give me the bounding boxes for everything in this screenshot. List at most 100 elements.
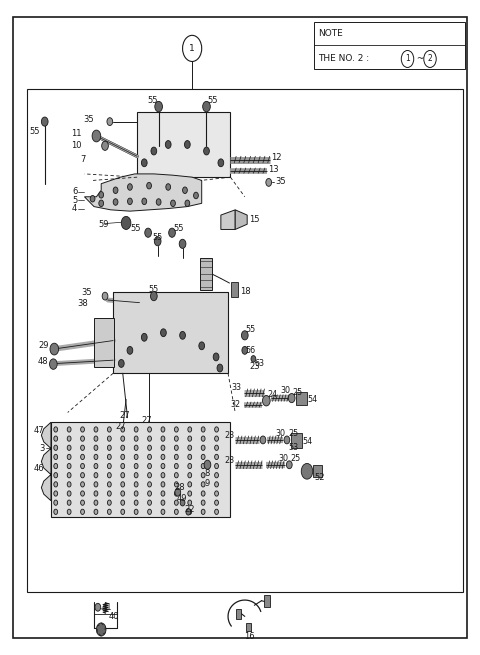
Text: 29: 29 (38, 341, 48, 350)
Bar (264, 595, 270, 607)
Circle shape (148, 481, 152, 487)
Circle shape (113, 187, 118, 193)
Circle shape (67, 481, 71, 487)
Bar (27, 89, 463, 592)
Circle shape (174, 481, 178, 487)
Circle shape (67, 473, 71, 478)
Text: 38: 38 (77, 299, 88, 308)
Circle shape (201, 464, 205, 469)
Circle shape (113, 198, 118, 205)
Circle shape (108, 445, 111, 451)
Text: 27: 27 (142, 416, 153, 425)
Text: 56: 56 (246, 346, 256, 355)
Text: 41: 41 (101, 603, 112, 612)
Circle shape (201, 427, 205, 432)
Text: 25: 25 (289, 429, 299, 438)
Circle shape (201, 455, 205, 460)
Text: 53: 53 (289, 443, 299, 452)
Circle shape (155, 236, 161, 246)
Text: 24: 24 (268, 390, 278, 400)
Circle shape (217, 364, 223, 372)
Circle shape (121, 427, 125, 432)
Circle shape (90, 195, 95, 202)
Circle shape (188, 464, 192, 469)
Circle shape (94, 455, 98, 460)
Circle shape (121, 473, 125, 478)
Text: 16: 16 (244, 631, 255, 641)
Circle shape (215, 436, 218, 441)
Polygon shape (235, 210, 247, 229)
Circle shape (287, 461, 292, 469)
Polygon shape (41, 422, 51, 500)
Circle shape (94, 445, 98, 451)
Circle shape (121, 445, 125, 451)
Circle shape (161, 464, 165, 469)
Circle shape (108, 491, 111, 496)
Text: NOTE: NOTE (318, 29, 343, 38)
Circle shape (94, 436, 98, 441)
Circle shape (184, 141, 190, 149)
Circle shape (188, 500, 192, 505)
Circle shape (180, 499, 185, 506)
Circle shape (175, 488, 180, 496)
Bar (137, 112, 230, 177)
Circle shape (134, 445, 138, 451)
Circle shape (92, 130, 101, 142)
Circle shape (108, 427, 111, 432)
Circle shape (94, 491, 98, 496)
Circle shape (151, 147, 157, 155)
Text: 30: 30 (278, 454, 288, 462)
Circle shape (174, 427, 178, 432)
Polygon shape (84, 174, 202, 211)
Text: 13: 13 (268, 165, 278, 174)
Circle shape (102, 141, 108, 151)
Text: 12: 12 (271, 153, 282, 162)
Circle shape (67, 445, 71, 451)
Text: 54: 54 (307, 395, 317, 404)
Text: 25: 25 (291, 454, 301, 462)
Circle shape (121, 216, 131, 229)
Circle shape (201, 500, 205, 505)
Text: 47: 47 (34, 426, 45, 436)
Circle shape (108, 509, 111, 514)
Circle shape (215, 481, 218, 487)
Circle shape (94, 427, 98, 432)
Circle shape (54, 473, 58, 478)
Circle shape (174, 436, 178, 441)
Text: 22: 22 (184, 505, 194, 514)
Circle shape (67, 455, 71, 460)
Circle shape (134, 473, 138, 478)
Text: 9: 9 (205, 479, 210, 487)
Circle shape (186, 508, 191, 515)
Circle shape (148, 455, 152, 460)
Circle shape (201, 473, 205, 478)
Bar (236, 609, 241, 619)
Circle shape (134, 481, 138, 487)
Circle shape (148, 427, 152, 432)
Text: ~: ~ (414, 54, 427, 64)
Circle shape (94, 473, 98, 478)
Circle shape (94, 481, 98, 487)
Circle shape (134, 464, 138, 469)
Text: 27: 27 (116, 422, 126, 432)
Text: 49: 49 (176, 495, 187, 503)
Text: 18: 18 (240, 287, 251, 296)
Text: 25: 25 (293, 388, 303, 398)
Circle shape (201, 509, 205, 514)
Circle shape (54, 509, 58, 514)
Circle shape (161, 491, 165, 496)
Circle shape (54, 481, 58, 487)
Circle shape (180, 331, 185, 339)
Text: 30: 30 (281, 386, 291, 396)
Circle shape (134, 509, 138, 514)
Circle shape (161, 427, 165, 432)
Circle shape (121, 491, 125, 496)
Circle shape (108, 436, 111, 441)
Circle shape (121, 481, 125, 487)
Text: THE NO. 2 :: THE NO. 2 : (318, 54, 372, 64)
Circle shape (81, 481, 84, 487)
Circle shape (148, 491, 152, 496)
Circle shape (174, 509, 178, 514)
Circle shape (102, 292, 108, 300)
Bar (94, 318, 114, 367)
